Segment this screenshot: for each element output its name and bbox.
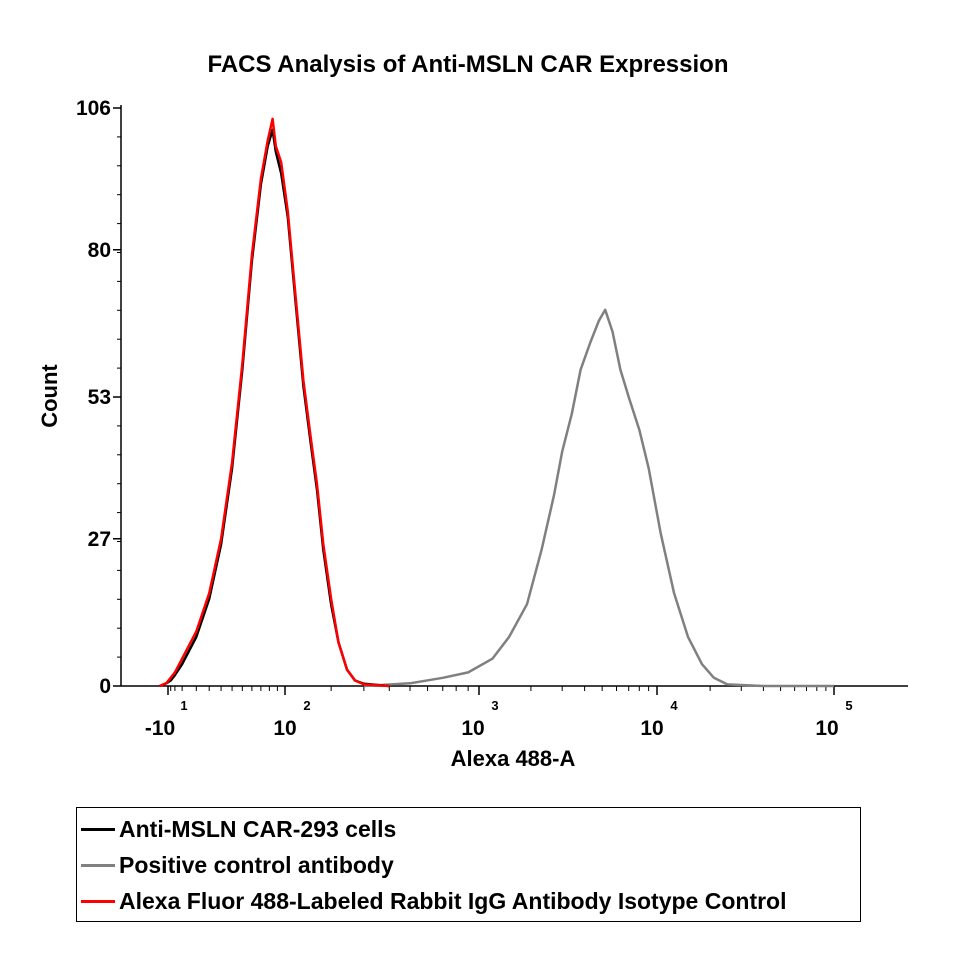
x-tick-label: -10 bbox=[145, 717, 175, 740]
legend-label: Positive control antibody bbox=[119, 851, 394, 878]
x-tick-exponent: 3 bbox=[491, 698, 498, 713]
legend-item-anti-mslin-car-293: Anti-MSLN CAR-293 cells bbox=[81, 812, 396, 846]
x-tick-label: 10 bbox=[815, 717, 838, 740]
x-tick-exponent: 1 bbox=[180, 698, 187, 713]
x-tick-label: 10 bbox=[273, 717, 296, 740]
series-layer bbox=[159, 117, 834, 688]
x-tick-label: 10 bbox=[640, 717, 663, 740]
legend-swatch-red bbox=[81, 899, 115, 903]
legend-item-isotype-control: Alexa Fluor 488-Labeled Rabbit IgG Antib… bbox=[81, 884, 787, 918]
x-tick-label: 10 bbox=[461, 717, 484, 740]
y-ticks: 0 27 53 80 106 bbox=[76, 97, 121, 698]
y-tick-label: 27 bbox=[88, 528, 111, 551]
legend-swatch-black bbox=[81, 827, 115, 831]
y-tick-label: 53 bbox=[88, 386, 111, 409]
legend: Anti-MSLN CAR-293 cells Positive control… bbox=[76, 807, 861, 922]
legend-swatch-gray bbox=[81, 863, 115, 867]
x-tick-exponent: 4 bbox=[670, 698, 678, 713]
legend-label: Alexa Fluor 488-Labeled Rabbit IgG Antib… bbox=[119, 887, 787, 914]
y-axis-label: Count bbox=[37, 364, 62, 428]
y-tick-label: 106 bbox=[76, 97, 111, 120]
series-line-1 bbox=[363, 308, 834, 688]
x-ticks: -10 1 10 2 10 3 10 4 10 5 bbox=[145, 686, 853, 740]
chart-title: FACS Analysis of Anti-MSLN CAR Expressio… bbox=[208, 51, 729, 78]
y-tick-label: 0 bbox=[99, 675, 111, 698]
legend-label: Anti-MSLN CAR-293 cells bbox=[119, 815, 397, 842]
x-axis-label: Alexa 488-A bbox=[451, 746, 576, 771]
x-tick-exponent: 5 bbox=[845, 698, 852, 713]
x-tick-exponent: 2 bbox=[303, 698, 310, 713]
y-tick-label: 80 bbox=[88, 239, 111, 262]
legend-item-positive-control: Positive control antibody bbox=[81, 848, 394, 882]
series-line-2 bbox=[159, 117, 390, 688]
series-line-0 bbox=[159, 128, 390, 688]
